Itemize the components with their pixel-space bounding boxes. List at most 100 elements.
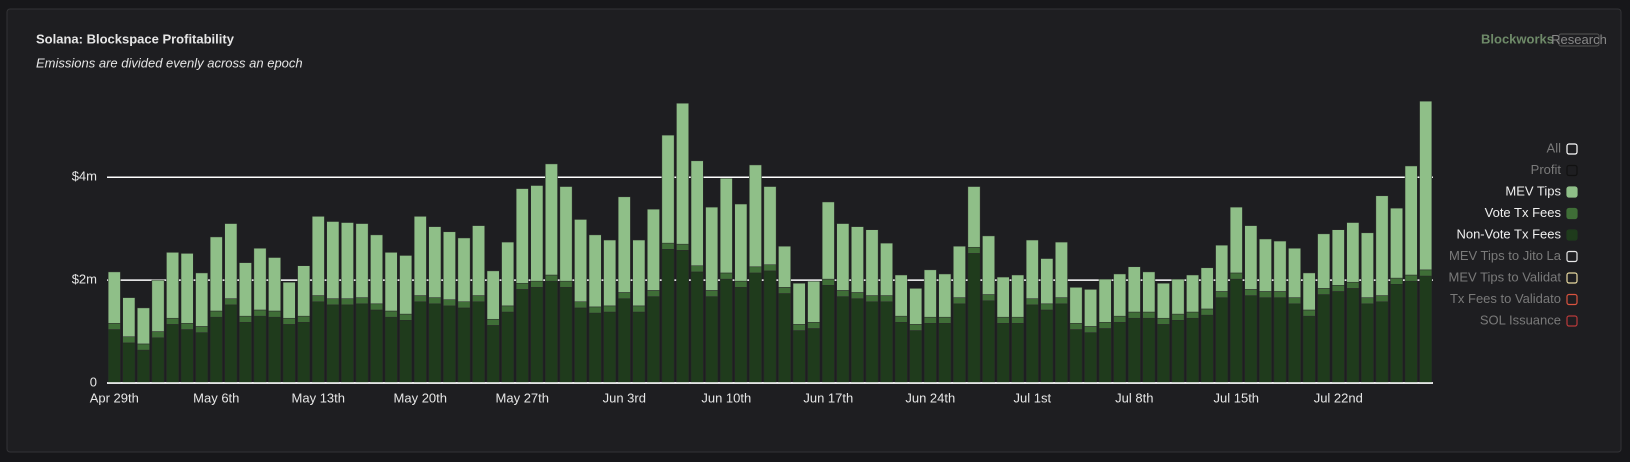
bar-segment	[719, 278, 733, 384]
bar-segment	[151, 279, 165, 332]
bar-segment	[253, 309, 267, 317]
bar-segment	[574, 301, 587, 309]
x-tick-label: Jun 24th	[905, 390, 955, 405]
bar-segment	[209, 316, 223, 384]
bar-segment	[734, 280, 748, 288]
bar-segment	[880, 242, 893, 296]
bar-segment	[1419, 269, 1433, 277]
brand-tag: Research	[1551, 32, 1607, 47]
legend-swatch[interactable]	[1566, 164, 1578, 177]
bar-segment	[778, 287, 791, 294]
bar-segment	[1390, 207, 1403, 279]
legend-swatch[interactable]	[1566, 293, 1578, 306]
bar-segment	[107, 271, 121, 324]
bar-segment	[370, 303, 383, 311]
legend-swatch[interactable]	[1566, 207, 1578, 220]
bar-segment	[501, 305, 515, 313]
legend-swatch[interactable]	[1566, 229, 1578, 241]
bar-segment	[486, 325, 500, 384]
bar-segment	[515, 188, 529, 284]
bar-segment	[894, 274, 908, 317]
bar-segment	[909, 330, 923, 384]
bar-segment	[982, 235, 995, 295]
bar-segment	[530, 280, 544, 288]
bar-segment	[1317, 233, 1331, 289]
bar-segment	[399, 313, 413, 321]
bar-segment	[501, 241, 515, 307]
bar-segment	[574, 307, 587, 384]
legend-label: Vote Tx Fees	[1485, 205, 1562, 220]
bar-segment	[807, 280, 821, 323]
legend-swatch[interactable]	[1566, 315, 1578, 327]
bar-segment	[1288, 248, 1301, 298]
bar-segment	[1346, 222, 1360, 283]
legend-label: MEV Tips to Validat	[1449, 269, 1562, 284]
bar-segment	[195, 326, 209, 333]
bar-segment	[588, 234, 602, 308]
bar-segment	[486, 270, 500, 320]
bar-segment	[530, 287, 544, 384]
bar-segment	[1361, 297, 1374, 305]
bar-segment	[1346, 281, 1360, 289]
x-tick-label: Jul 8th	[1115, 390, 1153, 405]
bar-segment	[151, 337, 165, 384]
bar-segment	[1288, 303, 1301, 384]
bar-segment	[617, 298, 631, 384]
bar-segment	[166, 317, 179, 325]
bar-segment	[122, 336, 136, 344]
bar-segment	[107, 323, 121, 330]
y-tick-label: $4m	[72, 169, 97, 184]
bar-segment	[399, 320, 413, 384]
x-tick-label: Jul 22nd	[1314, 390, 1363, 405]
bar-segment	[1404, 165, 1418, 276]
bar-segment	[1200, 267, 1214, 310]
bar-segment	[690, 265, 704, 273]
bar-segment	[690, 160, 704, 266]
bar-segment	[1171, 320, 1185, 384]
bar-segment	[1098, 322, 1112, 329]
bar-segment	[676, 250, 689, 384]
bar-segment	[851, 292, 864, 299]
bar-segment	[1084, 332, 1097, 384]
bar-segment	[1375, 295, 1389, 302]
bar-segment	[311, 295, 325, 302]
legend-swatch[interactable]	[1566, 272, 1578, 284]
legend-swatch[interactable]	[1566, 186, 1578, 198]
bar-segment	[821, 278, 835, 286]
bar-segment	[1215, 297, 1229, 384]
bar-segment	[938, 273, 952, 318]
bar-segment	[1113, 315, 1127, 323]
bar-segment	[1375, 195, 1389, 296]
bar-segment	[705, 206, 719, 291]
bar-segment	[676, 102, 689, 245]
bar-segment	[239, 315, 252, 323]
bar-segment	[457, 307, 471, 384]
x-tick-label: May 13th	[292, 390, 345, 405]
bar-segment	[1215, 244, 1229, 292]
bar-segment	[719, 272, 733, 280]
bar-segment	[472, 301, 485, 384]
bar-segment	[1171, 278, 1185, 315]
bar-segment	[894, 322, 908, 384]
bar-segment	[836, 290, 850, 297]
bar-segment	[1025, 239, 1039, 299]
bar-segment	[1098, 328, 1112, 384]
bar-segment	[923, 323, 937, 384]
x-tick-label: Jul 1st	[1013, 390, 1051, 405]
bar-segment	[1229, 272, 1243, 280]
bar-segment	[807, 322, 821, 329]
x-tick-label: Jun 10th	[701, 390, 751, 405]
bar-segment	[865, 295, 879, 302]
bar-segment	[355, 303, 369, 384]
x-tick-label: May 6th	[193, 390, 239, 405]
legend-swatch[interactable]	[1566, 250, 1578, 263]
bar-segment	[1244, 295, 1258, 384]
bar-segment	[996, 276, 1010, 318]
bar-segment	[836, 296, 850, 384]
legend-swatch[interactable]	[1566, 143, 1578, 155]
bar-segment	[821, 285, 835, 384]
legend-label: SOL Issuance	[1480, 312, 1561, 327]
bar-segment	[617, 292, 631, 299]
bar-segment	[268, 310, 281, 318]
bar-segment	[1157, 282, 1170, 319]
